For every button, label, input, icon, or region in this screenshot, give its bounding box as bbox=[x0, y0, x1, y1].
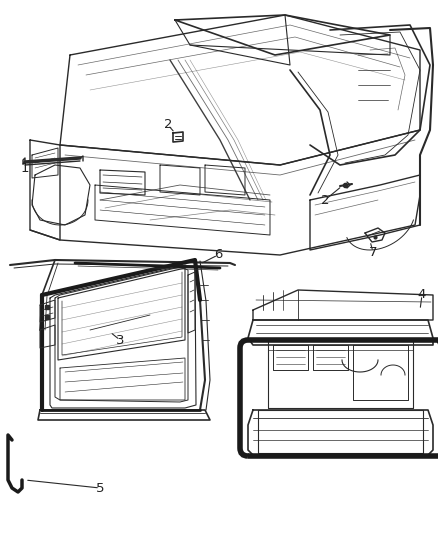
Text: 7: 7 bbox=[369, 246, 377, 259]
Text: 5: 5 bbox=[96, 481, 104, 495]
Text: 2: 2 bbox=[164, 118, 172, 132]
Text: 4: 4 bbox=[418, 288, 426, 302]
Text: 1: 1 bbox=[21, 161, 29, 174]
Text: 3: 3 bbox=[116, 334, 124, 346]
Text: 2: 2 bbox=[321, 193, 329, 206]
Text: 6: 6 bbox=[214, 248, 222, 262]
